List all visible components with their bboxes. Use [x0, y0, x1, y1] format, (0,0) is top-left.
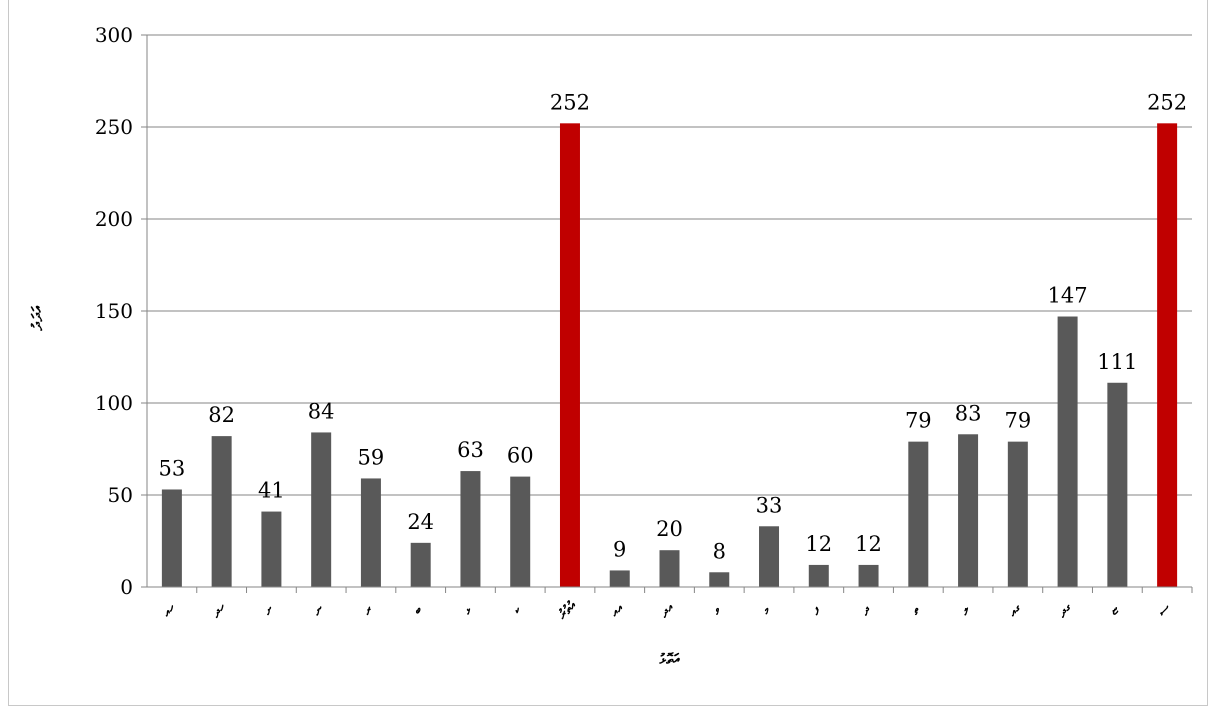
- y-tick-label: 50: [108, 483, 133, 507]
- bar: [609, 570, 630, 587]
- data-label: 8: [713, 539, 726, 563]
- y-tick-label: 200: [95, 207, 133, 231]
- data-label: 59: [358, 445, 385, 469]
- chart-frame: [8, 0, 1208, 706]
- category-label: ތ: [908, 603, 924, 619]
- bar: [161, 489, 182, 587]
- data-label: 63: [457, 438, 484, 462]
- category-label: އދ: [656, 600, 677, 621]
- category-label: ފ: [808, 603, 824, 619]
- data-label: 60: [507, 444, 534, 468]
- y-tick-label: 100: [95, 391, 133, 415]
- bar: [1057, 316, 1078, 587]
- category-label: ރ: [360, 602, 377, 619]
- data-label: 79: [1004, 409, 1031, 433]
- bar: [360, 478, 381, 587]
- bar: [460, 471, 481, 587]
- category-labels: ހއ ހދ ށ ނ ރ ބ ޅ ކ އުތުރު އއ އދ ވ މ ފ ދ ތ ލ ގއ ގދ ޏ ސ: [159, 598, 1174, 623]
- y-axis-ticks: 0 50 100 150 200 250 300: [95, 23, 148, 599]
- y-tick-label: 0: [120, 575, 133, 599]
- category-label: ދ: [857, 602, 874, 619]
- bar-highlight: [559, 123, 580, 587]
- bar: [1107, 382, 1128, 587]
- data-label: 12: [805, 532, 832, 556]
- bar: [858, 564, 879, 587]
- bar: [261, 511, 282, 587]
- gridlines: [147, 34, 1192, 496]
- category-label: ޅ: [460, 603, 476, 619]
- category-label: ކ: [511, 603, 526, 618]
- category-label: ނ: [309, 601, 327, 619]
- data-label: 41: [258, 479, 285, 503]
- category-label: ލ: [957, 602, 974, 619]
- bar: [659, 550, 680, 587]
- bar: [808, 564, 829, 587]
- data-labels: 53 82 41 84 59 24 63 60 252 9 20 8 33 12 12 79 83 79 147 11…: [159, 90, 1188, 563]
- data-label: 79: [905, 409, 932, 433]
- bar: [510, 476, 531, 587]
- category-label: އުތުރު: [555, 598, 580, 623]
- bar: [1007, 441, 1028, 587]
- category-label: ޏ: [1106, 602, 1123, 619]
- bar: [709, 572, 730, 587]
- category-label: ގއ: [1005, 601, 1025, 621]
- data-label: 24: [407, 510, 434, 534]
- bar: [759, 526, 780, 587]
- bars: [161, 123, 1178, 587]
- bar-highlight: [1157, 123, 1178, 587]
- x-axis: [141, 586, 1193, 593]
- category-label: ހއ: [159, 600, 180, 621]
- data-label: 252: [550, 90, 590, 114]
- data-label: 20: [656, 517, 683, 541]
- category-label: ގދ: [1054, 600, 1075, 621]
- y-tick-label: 300: [95, 23, 133, 47]
- category-label: ށ: [260, 602, 277, 619]
- data-label: 252: [1147, 90, 1187, 114]
- bar: [311, 432, 332, 587]
- data-label: 53: [159, 456, 186, 480]
- category-label: މ: [758, 603, 774, 619]
- data-label: 9: [613, 537, 626, 561]
- data-label: 147: [1048, 284, 1088, 308]
- data-label: 33: [756, 493, 783, 517]
- y-axis-title: އަދަދު: [28, 305, 46, 331]
- category-label: ހދ: [208, 600, 230, 622]
- bar: [410, 542, 431, 587]
- y-tick-label: 150: [95, 299, 133, 323]
- category-label: ވ: [709, 602, 725, 618]
- bar: [908, 441, 929, 587]
- data-label: 84: [308, 399, 335, 423]
- x-axis-title: އަތޮޅު: [658, 650, 680, 668]
- data-label: 111: [1097, 350, 1137, 374]
- data-label: 12: [855, 532, 882, 556]
- category-label: އއ: [607, 601, 627, 621]
- bar: [211, 436, 232, 587]
- data-label: 83: [955, 401, 982, 425]
- category-label: ބ: [411, 602, 427, 618]
- y-tick-label: 250: [95, 115, 133, 139]
- bar: [958, 434, 979, 587]
- category-label: ސ: [1155, 601, 1175, 621]
- data-label: 82: [208, 403, 235, 427]
